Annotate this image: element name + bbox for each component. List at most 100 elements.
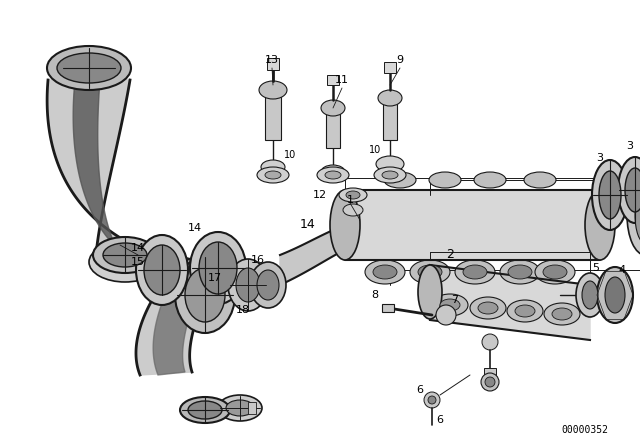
Ellipse shape — [57, 53, 121, 83]
Ellipse shape — [199, 242, 237, 294]
Text: 14: 14 — [300, 219, 316, 232]
Bar — [267, 58, 279, 70]
Bar — [248, 402, 256, 414]
Ellipse shape — [384, 172, 416, 188]
Bar — [327, 75, 339, 85]
Polygon shape — [280, 225, 348, 285]
Ellipse shape — [508, 265, 532, 279]
Ellipse shape — [317, 167, 349, 183]
Ellipse shape — [261, 160, 285, 174]
Ellipse shape — [250, 262, 286, 308]
Ellipse shape — [343, 204, 363, 216]
Circle shape — [424, 392, 440, 408]
Text: 3: 3 — [596, 153, 604, 163]
Polygon shape — [136, 295, 205, 375]
Ellipse shape — [257, 167, 289, 183]
Text: 10: 10 — [369, 145, 381, 155]
Circle shape — [428, 396, 436, 404]
Ellipse shape — [374, 167, 406, 183]
Circle shape — [482, 334, 498, 350]
Text: 14: 14 — [188, 223, 202, 233]
Ellipse shape — [382, 171, 398, 179]
Ellipse shape — [136, 235, 188, 305]
Ellipse shape — [455, 260, 495, 284]
Text: 11: 11 — [335, 75, 349, 85]
Ellipse shape — [418, 265, 442, 279]
Bar — [384, 62, 396, 73]
Ellipse shape — [218, 395, 262, 421]
Text: 8: 8 — [371, 290, 379, 300]
Ellipse shape — [93, 237, 157, 273]
Ellipse shape — [552, 308, 572, 320]
Text: 9: 9 — [396, 55, 404, 65]
Ellipse shape — [228, 259, 268, 311]
Ellipse shape — [440, 299, 460, 311]
Ellipse shape — [605, 277, 625, 313]
Text: 12: 12 — [313, 190, 327, 200]
Ellipse shape — [535, 260, 575, 284]
Text: 10: 10 — [284, 150, 296, 160]
Ellipse shape — [524, 172, 556, 188]
Ellipse shape — [259, 81, 287, 99]
Ellipse shape — [373, 265, 397, 279]
Ellipse shape — [635, 187, 640, 243]
Ellipse shape — [597, 267, 633, 323]
Ellipse shape — [470, 297, 506, 319]
Ellipse shape — [618, 157, 640, 223]
Bar — [326, 110, 340, 148]
Ellipse shape — [265, 171, 281, 179]
Ellipse shape — [188, 401, 222, 419]
Ellipse shape — [180, 397, 230, 423]
Ellipse shape — [599, 171, 621, 219]
Bar — [345, 190, 600, 260]
Text: 18: 18 — [236, 305, 250, 315]
Ellipse shape — [478, 302, 498, 314]
Ellipse shape — [410, 260, 450, 284]
Text: 3: 3 — [627, 141, 634, 151]
Ellipse shape — [543, 265, 567, 279]
Text: 6: 6 — [417, 385, 424, 395]
Ellipse shape — [474, 172, 506, 188]
Polygon shape — [73, 80, 125, 255]
Ellipse shape — [321, 165, 345, 179]
Ellipse shape — [226, 400, 254, 416]
Ellipse shape — [365, 260, 405, 284]
Circle shape — [481, 373, 499, 391]
Polygon shape — [47, 80, 155, 255]
Ellipse shape — [429, 172, 461, 188]
Text: 16: 16 — [251, 255, 265, 265]
Ellipse shape — [175, 257, 235, 333]
Polygon shape — [155, 255, 220, 305]
Ellipse shape — [330, 190, 360, 260]
Bar — [484, 368, 496, 378]
Ellipse shape — [346, 191, 360, 199]
Circle shape — [485, 377, 495, 387]
Ellipse shape — [376, 156, 404, 172]
Ellipse shape — [592, 160, 628, 230]
Ellipse shape — [432, 294, 468, 316]
Ellipse shape — [185, 268, 225, 322]
Ellipse shape — [585, 190, 615, 260]
Ellipse shape — [515, 305, 535, 317]
Polygon shape — [430, 265, 590, 340]
Ellipse shape — [582, 281, 598, 309]
Text: 7: 7 — [451, 295, 459, 305]
Text: 14: 14 — [131, 243, 145, 253]
Polygon shape — [153, 295, 195, 375]
Ellipse shape — [500, 260, 540, 284]
Bar — [382, 304, 394, 312]
Ellipse shape — [463, 265, 487, 279]
Bar — [383, 100, 397, 140]
Text: 00000352: 00000352 — [561, 425, 609, 435]
Circle shape — [436, 305, 456, 325]
Ellipse shape — [103, 243, 147, 267]
Ellipse shape — [625, 168, 640, 212]
Text: 4: 4 — [618, 265, 625, 275]
Ellipse shape — [257, 270, 279, 300]
Ellipse shape — [627, 175, 640, 255]
Text: 15: 15 — [131, 257, 145, 267]
Text: 1: 1 — [346, 195, 353, 205]
Ellipse shape — [144, 245, 180, 295]
Bar — [265, 95, 281, 140]
Ellipse shape — [190, 232, 246, 304]
